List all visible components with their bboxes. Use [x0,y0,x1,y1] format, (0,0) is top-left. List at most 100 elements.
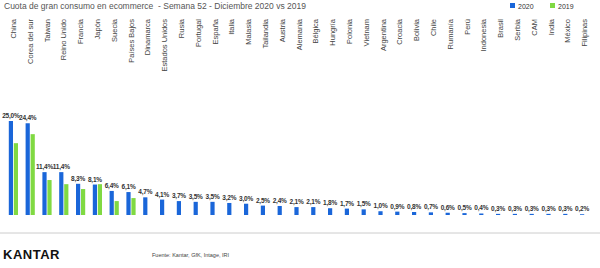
bar [362,209,366,215]
bar [26,123,30,215]
bar [462,213,466,215]
data-label: 0,9% [390,203,404,211]
bar [131,198,135,215]
bars [9,121,584,215]
category-label: Hungría [328,18,337,46]
bar [14,143,18,215]
category-label: Estados Unidos [160,19,169,72]
category-label: Taiwan [43,19,52,42]
data-label: 2,5% [256,197,270,205]
bar [446,213,450,215]
category-label: Filipinas [580,19,589,47]
bar [64,184,68,215]
bar [244,204,248,215]
bar [210,202,214,215]
bar [513,214,517,215]
data-label: 0,8% [407,203,421,211]
bar [143,197,147,215]
bar [160,200,164,215]
data-label: 0,6% [441,204,455,212]
data-label: 3,5% [205,193,219,201]
data-label: 11,4% [36,163,53,171]
bar [378,211,382,215]
bar [110,191,114,215]
data-label: 1,7% [340,200,354,208]
category-label: Países Bajos [127,19,136,63]
category-label: Rumanía [446,18,455,49]
data-label: 1,5% [357,200,371,208]
category-label: Serbia [513,18,522,41]
bar [311,207,315,215]
data-label: 2,1% [306,198,320,206]
category-label: Francia [76,18,85,44]
bar [546,214,550,215]
bar [47,180,51,215]
bar [345,209,349,215]
bar [98,184,102,215]
data-label: 4,1% [155,191,169,199]
data-label: 2,4% [273,197,287,205]
bar [294,207,298,215]
bar [479,213,483,215]
data-label: 3,5% [189,193,203,201]
category-label: Austria [278,18,287,42]
category-label: Polonia [345,18,354,44]
bar [328,208,332,215]
data-label: 8,1% [88,176,102,184]
bar [530,214,534,215]
category-label: Suecia [110,18,119,42]
category-label: Tailandia [261,18,270,48]
category-label: Croacia [395,18,404,45]
bar [115,201,119,215]
data-label: 0,3% [525,205,539,213]
bar [227,203,231,215]
data-label: 24,4% [19,114,37,122]
bar [31,134,35,215]
chart-container: Cuota de gran consumo en ecommerce - Sem… [0,0,600,268]
category-label: Bolivia [412,18,421,41]
bar [59,172,63,215]
bar [194,202,198,215]
category-label: Dinamarca [143,18,152,55]
data-label: 0,7% [424,203,438,211]
category-label: CAM [530,19,539,36]
category-label: Italia [227,18,236,35]
bar [580,214,584,215]
category-label: Brasil [496,19,505,38]
legend: 2020 2019 [510,3,574,10]
bar [81,189,85,215]
legend-swatch [510,3,515,8]
category-label: Bélgica [311,18,320,43]
data-label: 0,5% [457,204,471,212]
category-label: China [9,18,18,38]
category-label: España [211,18,220,44]
category-label: Indonesia [479,18,488,51]
category-label: Japón [93,19,102,39]
legend-label: 2019 [558,3,574,10]
bar [429,212,433,215]
category-label: Alemania [295,18,304,50]
data-label: 4,7% [138,188,152,196]
data-label: 1,0% [373,202,387,210]
category-label: Perú [463,19,472,35]
category-label: Argentina [379,18,388,51]
bar [278,206,282,215]
chart-svg: Cuota de gran consumo en ecommerce - Sem… [0,0,600,268]
bar [412,212,416,215]
bar [42,172,46,215]
legend-label: 2020 [518,3,534,10]
bar [496,214,500,215]
data-label: 6,1% [121,183,135,191]
category-label: Reino Unido [59,19,68,60]
data-label: 1,8% [323,199,337,207]
bar [563,214,567,215]
data-label: 0,2% [575,205,589,213]
bar [93,185,97,215]
bar [76,184,80,215]
category-label: Portugal [194,19,203,47]
bar [261,206,265,215]
category-label: Rusia [177,18,186,38]
data-label: 0,3% [491,205,505,213]
data-label: 25,0% [2,112,20,120]
data-label: 0,3% [508,205,522,213]
